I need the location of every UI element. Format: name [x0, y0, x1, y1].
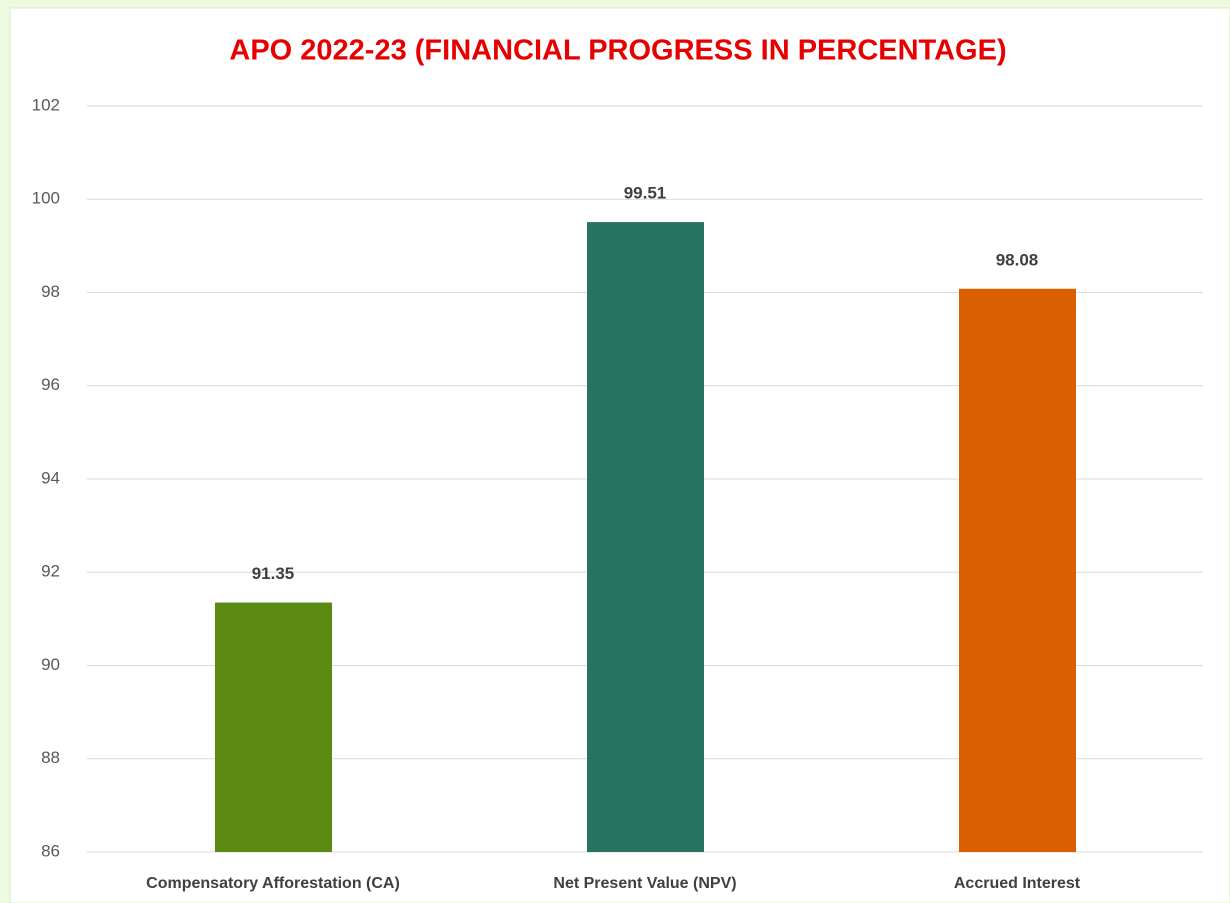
bar	[215, 602, 332, 852]
x-tick-label: Net Present Value (NPV)	[553, 875, 736, 892]
y-tick-label: 90	[41, 655, 60, 674]
y-tick-label: 88	[41, 748, 60, 767]
x-tick-label: Compensatory Afforestation (CA)	[146, 875, 400, 892]
x-tick-label: Accrued Interest	[954, 875, 1081, 892]
y-tick-label: 98	[41, 282, 60, 301]
y-tick-label: 102	[32, 95, 60, 114]
bar	[959, 288, 1076, 852]
y-tick-label: 94	[41, 468, 60, 487]
data-label: 91.35	[252, 564, 295, 583]
chart-title: APO 2022-23 (FINANCIAL PROGRESS IN PERCE…	[229, 35, 1006, 67]
bar	[587, 222, 704, 852]
y-tick-label: 96	[41, 375, 60, 394]
data-label: 98.08	[996, 250, 1039, 269]
y-tick-label: 86	[41, 841, 60, 860]
y-tick-label: 92	[41, 562, 60, 581]
data-label: 99.51	[624, 184, 667, 203]
y-tick-label: 100	[32, 189, 60, 208]
